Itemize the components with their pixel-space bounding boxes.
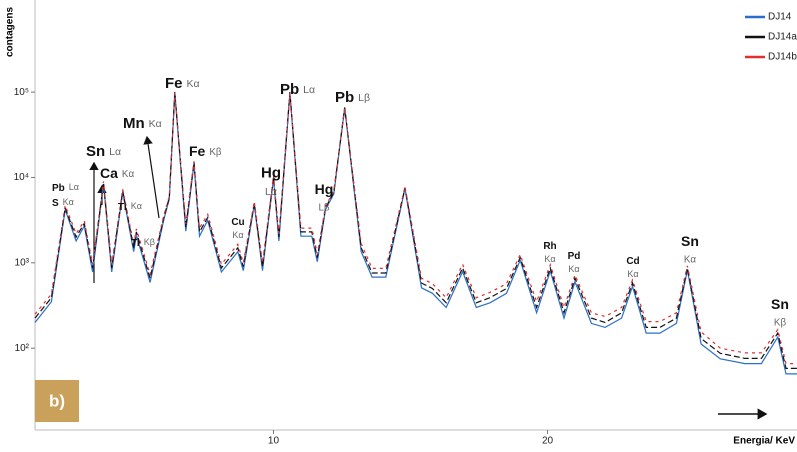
y-axis-label: contagens (5, 7, 16, 57)
annotation: S Kα (52, 197, 74, 208)
annotation-line: Kα (544, 254, 555, 264)
annotation-line: Lα (69, 182, 79, 192)
annotation-line: Kα (627, 269, 638, 279)
annotation-element: S (52, 198, 59, 209)
annotation-element: Sn (681, 233, 699, 249)
annotation-element: Fe (165, 75, 183, 92)
y-tick-label: 10⁵ (14, 87, 29, 98)
annotation-element: Mn (123, 115, 145, 132)
annotation: Mn Kα (123, 115, 162, 132)
annotation: Pb Lβ (335, 89, 370, 106)
annotation-line: Lα (109, 146, 121, 158)
annotation-line: Kα (187, 78, 200, 90)
panel-label: b) (49, 391, 65, 410)
annotation-line: Kα (568, 264, 579, 274)
annotation: Ti Kα (118, 201, 142, 212)
annotation-line: Kβ (144, 237, 155, 247)
annotation-line: Kα (63, 197, 74, 207)
panel-box (35, 380, 79, 422)
x-tick-label: 20 (542, 436, 554, 447)
annotation: Ti Kβ (131, 237, 155, 248)
y-tick-label: 10⁴ (14, 172, 29, 183)
series-line (34, 92, 797, 369)
annotation-element: Ti (131, 238, 140, 249)
annotation-element: Hg (261, 165, 281, 182)
annotation-line: Lα (303, 84, 315, 96)
annotation-element: Pb (280, 81, 299, 98)
annotation-line: Kα (684, 254, 697, 265)
annotation-line: Kα (149, 118, 162, 130)
legend-label: DJ14a (768, 32, 797, 43)
annotation-line: Kβ (774, 317, 787, 328)
annotation-line: Kα (122, 169, 135, 180)
annotation-line: Lβ (358, 92, 370, 104)
annotation-element: Ti (118, 202, 127, 213)
annotation-element: Ca (100, 165, 118, 181)
arrow (143, 135, 160, 219)
annotation-line: Kα (131, 201, 142, 211)
annotation: Fe Kβ (189, 143, 222, 159)
annotation-element: Pb (335, 89, 354, 106)
annotation-element: Sn (86, 143, 105, 160)
annotation-element: Pb (52, 183, 65, 194)
series-line (34, 92, 797, 365)
annotation-element: Pd (568, 251, 581, 262)
legend-label: DJ14b (768, 52, 797, 63)
annotation: Pb Lα (280, 81, 315, 98)
annotation-line: Lα (265, 186, 277, 198)
annotation-line: Kα (232, 230, 243, 240)
x-tick-label: 10 (268, 436, 280, 447)
annotation-element: Rh (543, 241, 556, 252)
annotation: Ca Kα (100, 165, 134, 181)
annotation-element: Fe (189, 143, 206, 159)
annotation-element: Hg (315, 181, 334, 197)
annotation-element: Sn (771, 296, 789, 312)
y-tick-label: 10² (15, 343, 30, 354)
legend-label: DJ14 (768, 12, 792, 23)
y-tick-label: 10³ (15, 257, 30, 268)
annotation: Pb Lα (52, 182, 79, 193)
annotation-element: Cd (626, 256, 639, 267)
annotation-element: Cu (231, 217, 244, 228)
annotation-line: Kβ (209, 147, 222, 158)
annotation: Sn Lα (86, 143, 121, 160)
x-axis-label: Energia/ KeV (733, 436, 795, 447)
annotation-line: Lβ (318, 202, 329, 213)
annotation: Fe Kα (165, 75, 200, 92)
